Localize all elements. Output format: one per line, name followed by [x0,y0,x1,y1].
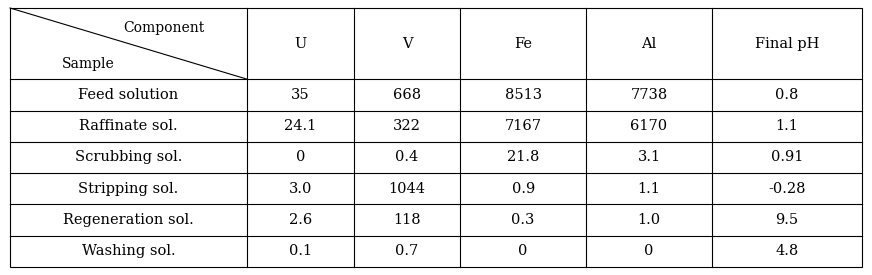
Text: 24.1: 24.1 [284,119,317,133]
Text: 3.0: 3.0 [289,182,312,196]
Text: V: V [402,37,412,51]
Text: 322: 322 [393,119,421,133]
Text: 668: 668 [393,88,421,102]
Text: 2.6: 2.6 [289,213,312,227]
Text: Al: Al [642,37,657,51]
Text: 0.4: 0.4 [395,150,419,164]
Text: Component: Component [124,21,205,35]
Text: 9.5: 9.5 [775,213,799,227]
Text: 1.1: 1.1 [637,182,660,196]
Text: 0.8: 0.8 [775,88,799,102]
Text: 0.91: 0.91 [771,150,803,164]
Text: U: U [295,37,307,51]
Text: Washing sol.: Washing sol. [82,244,175,258]
Text: Raffinate sol.: Raffinate sol. [79,119,178,133]
Text: 7167: 7167 [505,119,542,133]
Text: Sample: Sample [62,57,115,71]
Text: 21.8: 21.8 [507,150,539,164]
Text: 1044: 1044 [388,182,426,196]
Text: 1.0: 1.0 [637,213,661,227]
Text: 0: 0 [519,244,528,258]
Text: 8513: 8513 [505,88,542,102]
Text: 1.1: 1.1 [775,119,799,133]
Text: 7738: 7738 [630,88,668,102]
Text: Stripping sol.: Stripping sol. [78,182,179,196]
Text: Final pH: Final pH [755,37,819,51]
Text: 35: 35 [291,88,310,102]
Text: 4.8: 4.8 [775,244,799,258]
Text: 0.7: 0.7 [395,244,419,258]
Text: 118: 118 [393,213,421,227]
Text: 3.1: 3.1 [637,150,661,164]
Text: -0.28: -0.28 [768,182,806,196]
Text: Regeneration sol.: Regeneration sol. [64,213,194,227]
Text: 0: 0 [296,150,305,164]
Text: Fe: Fe [514,37,532,51]
Text: Scrubbing sol.: Scrubbing sol. [75,150,182,164]
Text: 0.3: 0.3 [512,213,535,227]
Text: 0: 0 [644,244,654,258]
Text: 0.1: 0.1 [289,244,312,258]
Text: Feed solution: Feed solution [78,88,179,102]
Text: 0.9: 0.9 [512,182,535,196]
Text: 6170: 6170 [630,119,668,133]
